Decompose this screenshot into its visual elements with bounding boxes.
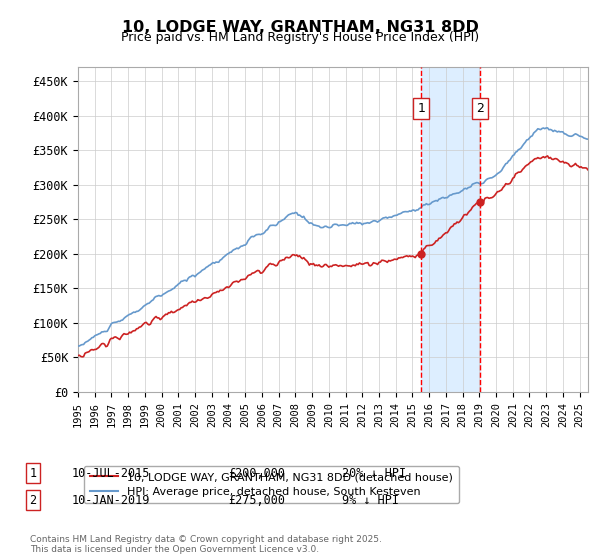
Text: 20% ↓ HPI: 20% ↓ HPI (342, 466, 406, 480)
Text: Price paid vs. HM Land Registry's House Price Index (HPI): Price paid vs. HM Land Registry's House … (121, 31, 479, 44)
Text: 9% ↓ HPI: 9% ↓ HPI (342, 493, 399, 507)
Text: 10-JAN-2019: 10-JAN-2019 (72, 493, 151, 507)
Text: Contains HM Land Registry data © Crown copyright and database right 2025.
This d: Contains HM Land Registry data © Crown c… (30, 535, 382, 554)
Text: 2: 2 (476, 102, 484, 115)
Text: £275,000: £275,000 (228, 493, 285, 507)
Text: 2: 2 (29, 493, 37, 507)
Text: 1: 1 (29, 466, 37, 480)
Bar (421, 67, 480, 392)
Text: 10, LODGE WAY, GRANTHAM, NG31 8DD: 10, LODGE WAY, GRANTHAM, NG31 8DD (122, 20, 478, 35)
Text: £200,000: £200,000 (228, 466, 285, 480)
Text: 1: 1 (417, 102, 425, 115)
Legend: 10, LODGE WAY, GRANTHAM, NG31 8DD (detached house), HPI: Average price, detached: 10, LODGE WAY, GRANTHAM, NG31 8DD (detac… (83, 465, 460, 503)
Text: 10-JUL-2015: 10-JUL-2015 (72, 466, 151, 480)
